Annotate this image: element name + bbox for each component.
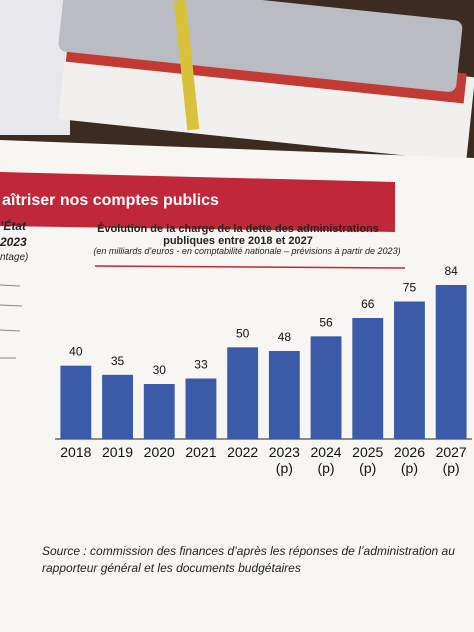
x-tick-label: 2026 (p) bbox=[393, 444, 426, 476]
source-label: Source : bbox=[42, 544, 87, 558]
ribbon bbox=[173, 0, 200, 131]
sidebar-text: ’État bbox=[0, 218, 27, 233]
x-tick-label: 2021 bbox=[185, 444, 217, 460]
x-tick-label: 2023 (p) bbox=[268, 444, 300, 476]
sidebar-text: ntage) bbox=[0, 252, 28, 263]
value-label: 40 bbox=[69, 345, 83, 359]
title-rule bbox=[94, 265, 406, 269]
x-tick-label: 2020 bbox=[143, 444, 175, 460]
bar bbox=[310, 336, 342, 439]
sidebar-rule bbox=[0, 329, 21, 332]
bar bbox=[60, 365, 92, 439]
value-label: 35 bbox=[111, 354, 125, 368]
x-tick-label: 2022 bbox=[227, 444, 259, 460]
value-label: 75 bbox=[403, 281, 417, 295]
bar bbox=[268, 351, 300, 439]
x-tick-label: 2019 bbox=[101, 444, 134, 460]
source-text: commission des finances d’après les répo… bbox=[42, 544, 455, 575]
bar bbox=[394, 301, 425, 439]
value-label: 84 bbox=[444, 264, 458, 278]
x-tick-label: 2025 (p) bbox=[352, 444, 384, 476]
chart-title: Évolution de la charge de la dette des a… bbox=[97, 223, 379, 247]
paper-stack bbox=[0, 0, 70, 135]
sidebar-rule bbox=[0, 304, 23, 307]
value-label: 56 bbox=[319, 315, 333, 329]
bar bbox=[143, 384, 175, 439]
x-tick-label: 2027 (p) bbox=[435, 444, 467, 476]
value-label: 66 bbox=[361, 297, 375, 311]
bar bbox=[435, 285, 467, 439]
value-label: 50 bbox=[236, 326, 250, 340]
x-tick-label: 2024 (p) bbox=[310, 444, 342, 476]
x-tick-label: 2018 bbox=[60, 444, 92, 460]
value-label: 30 bbox=[153, 363, 167, 377]
chart-subtitle: (en milliards d’euros - en comptabilité … bbox=[93, 246, 401, 256]
sidebar-text: 2023 bbox=[0, 235, 27, 249]
bar bbox=[227, 347, 259, 439]
bar bbox=[102, 374, 133, 439]
value-label: 33 bbox=[194, 358, 208, 372]
sidebar-rule bbox=[0, 284, 21, 287]
bar bbox=[185, 378, 217, 439]
banner-bg bbox=[0, 172, 395, 232]
bar bbox=[352, 318, 384, 439]
laptop bbox=[58, 0, 463, 92]
value-label: 48 bbox=[278, 330, 292, 344]
banner-text: aîtriser nos comptes publics bbox=[2, 192, 219, 209]
source: Source : commission des finances d’après… bbox=[42, 543, 474, 577]
